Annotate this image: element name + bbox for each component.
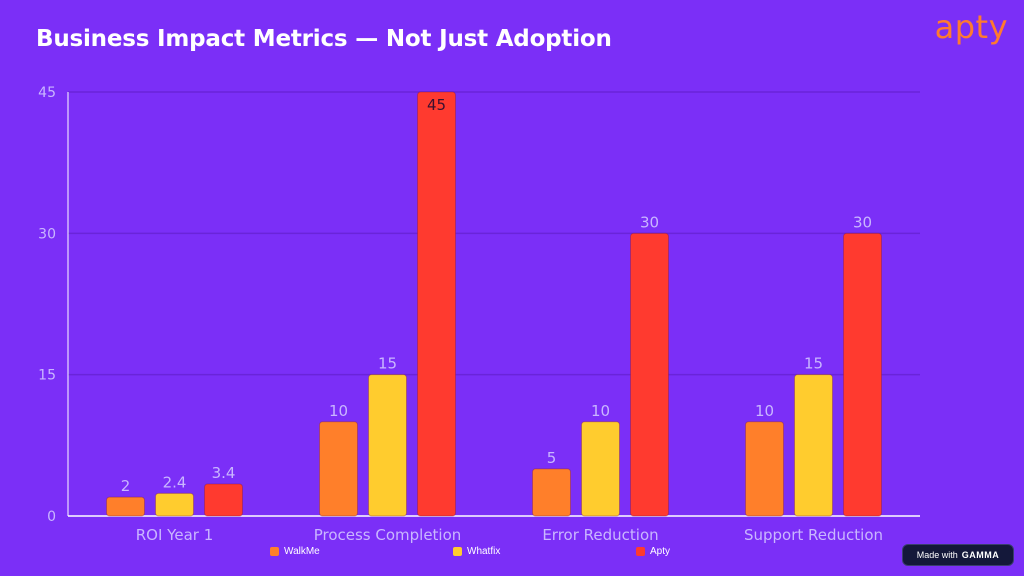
bar-apty-3 (843, 232, 882, 517)
legend-label-whatfix: Whatfix (467, 545, 501, 557)
legend-item-whatfix: Whatfix (453, 543, 500, 559)
data-label-whatfix-2: 10 (591, 402, 610, 420)
apty-logo: apty (934, 8, 1008, 46)
legend-swatch-whatfix (453, 546, 462, 556)
bar-walkme-1 (319, 421, 358, 517)
made-with-gamma-badge[interactable]: Made with GAMMA (902, 544, 1014, 566)
legend-label-walkme: WalkMe (284, 545, 320, 557)
legend-item-apty: Apty (636, 543, 670, 559)
slide-title: Business Impact Metrics — Not Just Adopt… (36, 26, 612, 52)
bar-apty-0 (204, 483, 243, 517)
bar-walkme-0 (106, 496, 145, 517)
data-label-apty-1: 45 (427, 96, 446, 114)
data-label-whatfix-3: 15 (804, 355, 823, 373)
x-tick-label-2: Error Reduction (542, 526, 658, 544)
data-label-walkme-3: 10 (755, 402, 774, 420)
data-label-apty-0: 3.4 (212, 464, 236, 482)
badge-brand: GAMMA (961, 550, 1000, 560)
chart-legend: WalkMe Whatfix Apty (0, 543, 1024, 559)
y-tick-label-0: 0 (47, 509, 56, 525)
y-tick-label-15: 15 (38, 368, 56, 384)
data-label-walkme-2: 5 (547, 449, 557, 467)
y-tick-label-45: 45 (38, 85, 56, 101)
data-label-apty-2: 30 (640, 213, 659, 231)
legend-swatch-apty (636, 546, 645, 556)
bar-walkme-3 (745, 421, 784, 517)
bar-whatfix-0 (155, 492, 194, 517)
bar-apty-2 (630, 232, 669, 517)
bar-walkme-2 (532, 468, 571, 517)
bar-whatfix-1 (368, 374, 407, 517)
data-label-whatfix-1: 15 (378, 355, 397, 373)
legend-label-apty: Apty (650, 545, 671, 557)
data-label-walkme-0: 2 (121, 477, 131, 495)
legend-item-walkme: WalkMe (270, 543, 320, 559)
data-label-whatfix-0: 2.4 (163, 473, 187, 491)
y-tick-label-30: 30 (38, 226, 56, 242)
x-tick-label-3: Support Reduction (744, 526, 883, 544)
bar-whatfix-2 (581, 421, 620, 517)
x-tick-label-1: Process Completion (314, 526, 462, 544)
bar-apty-1 (417, 91, 456, 517)
x-tick-label-0: ROI Year 1 (136, 526, 214, 544)
bar-whatfix-3 (794, 374, 833, 517)
badge-prefix: Made with (916, 550, 958, 560)
data-label-walkme-1: 10 (329, 402, 348, 420)
data-label-apty-3: 30 (853, 213, 872, 231)
legend-swatch-walkme (270, 546, 279, 556)
